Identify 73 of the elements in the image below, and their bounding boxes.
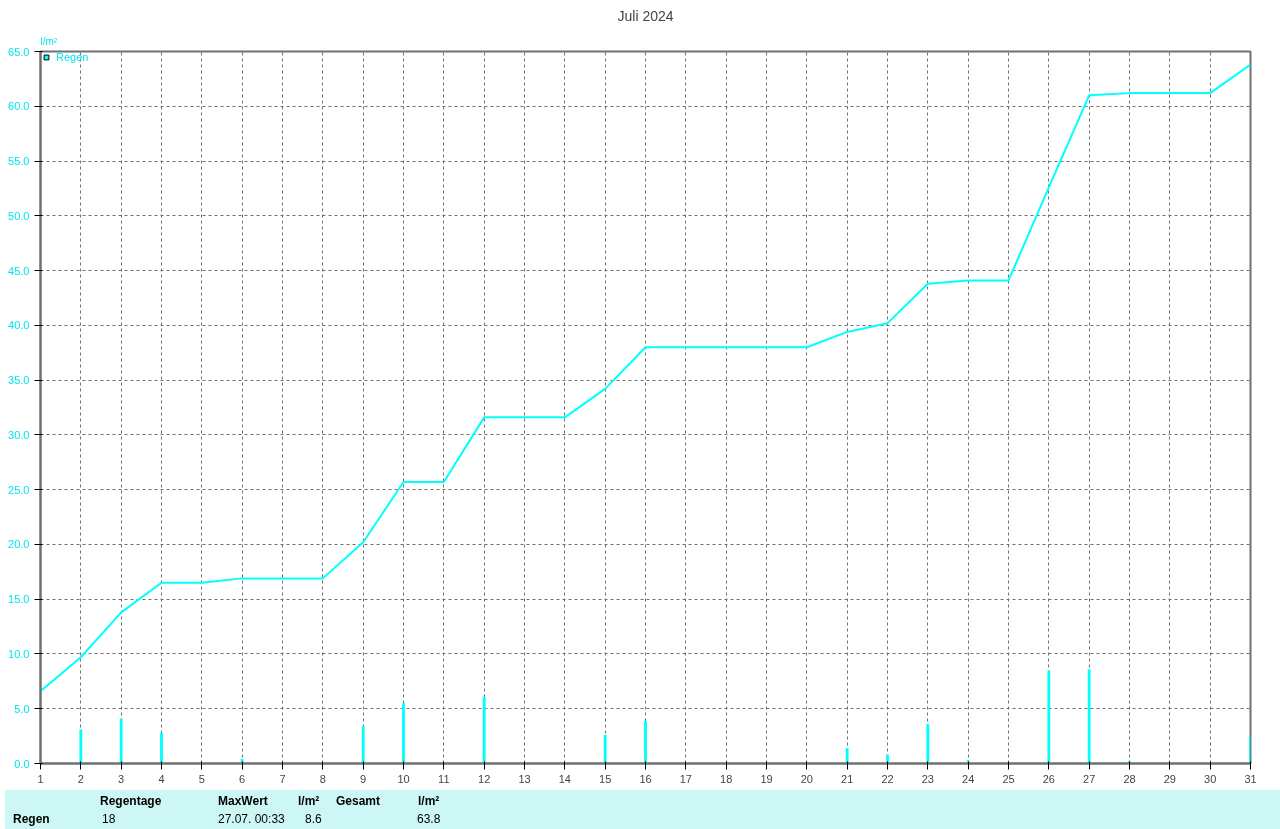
text: MaxWert [218, 793, 268, 810]
x-tick-label: 8 [319, 772, 326, 785]
x-tick-label: 5 [198, 772, 205, 785]
bar [402, 703, 405, 764]
x-tick-label: 16 [639, 772, 652, 785]
x-tick-label: 30 [1204, 772, 1217, 785]
x-tick-label: 28 [1123, 772, 1136, 785]
bar [644, 720, 647, 764]
text: 8.6 [305, 811, 322, 828]
text: l/m² [298, 793, 320, 810]
bar [1087, 669, 1091, 764]
bar [482, 696, 486, 764]
x-tick-label: 15 [599, 772, 612, 785]
x-tick-label: 22 [881, 772, 894, 785]
x-tick-label: 21 [841, 772, 854, 785]
text: Regentage [100, 793, 162, 810]
x-tick-label: 19 [760, 772, 773, 785]
line-series [40, 63, 1251, 693]
x-tick-label: 2 [77, 772, 84, 785]
x-tick-label: 7 [279, 772, 286, 785]
y-tick-label: 40.0 [8, 319, 30, 332]
x-tick-label: 13 [518, 772, 531, 785]
x-tick-label: 11 [438, 772, 450, 785]
bar [603, 735, 607, 764]
bar [1047, 670, 1051, 764]
legend-label: Regen [56, 51, 89, 63]
y-tick-label: 45.0 [8, 264, 30, 277]
text: 27.07. 00:33 [218, 811, 285, 828]
y-tick-label: 65.0 [8, 45, 30, 58]
x-tick-label: 1 [37, 772, 44, 785]
x-tick-label: 27 [1083, 772, 1096, 785]
y-tick-label: 5.0 [14, 702, 30, 715]
chart-title: Juli 2024 [617, 7, 674, 24]
bar [845, 748, 849, 764]
x-tick-label: 29 [1163, 772, 1176, 785]
x-tick-label: 12 [478, 772, 491, 785]
text: 18 [102, 811, 116, 828]
bar [119, 718, 123, 764]
bar [79, 729, 83, 764]
x-tick-label: 14 [558, 772, 571, 785]
y-tick-label: 0.0 [14, 757, 30, 770]
x-tick-label: 6 [239, 772, 246, 785]
x-tick-label: 31 [1244, 772, 1257, 785]
text: Gesamt [336, 793, 381, 810]
x-tick-label: 20 [800, 772, 813, 785]
y-tick-label: 20.0 [8, 538, 30, 551]
y-tick-label: 60.0 [8, 100, 30, 113]
x-tick-label: 9 [360, 772, 367, 785]
y-tick-label: 35.0 [8, 374, 30, 387]
bar [926, 724, 930, 764]
y-tick-label: 50.0 [8, 209, 30, 222]
y-tick-label: 30.0 [8, 428, 30, 441]
x-tick-label: 4 [158, 772, 165, 785]
text: Regen [13, 811, 50, 828]
bar [240, 759, 244, 764]
x-tick-label: 3 [118, 772, 125, 785]
text: 63.8 [417, 811, 441, 828]
bar [886, 754, 889, 764]
x-tick-label: 26 [1042, 772, 1055, 785]
x-tick-label: 17 [679, 772, 692, 785]
text: l/m² [418, 793, 440, 810]
bar [361, 726, 365, 764]
bar [160, 732, 163, 764]
y-axis-title: l/m² [40, 35, 58, 47]
x-tick-label: 10 [397, 772, 410, 785]
y-tick-label: 10.0 [8, 647, 30, 660]
x-tick-label: 18 [720, 772, 733, 785]
y-tick-label: 25.0 [8, 483, 30, 496]
x-tick-label: 24 [962, 772, 975, 785]
x-tick-label: 25 [1002, 772, 1015, 785]
y-tick-label: 15.0 [8, 593, 30, 606]
y-tick-label: 55.0 [8, 155, 30, 168]
x-tick-label: 23 [921, 772, 934, 785]
